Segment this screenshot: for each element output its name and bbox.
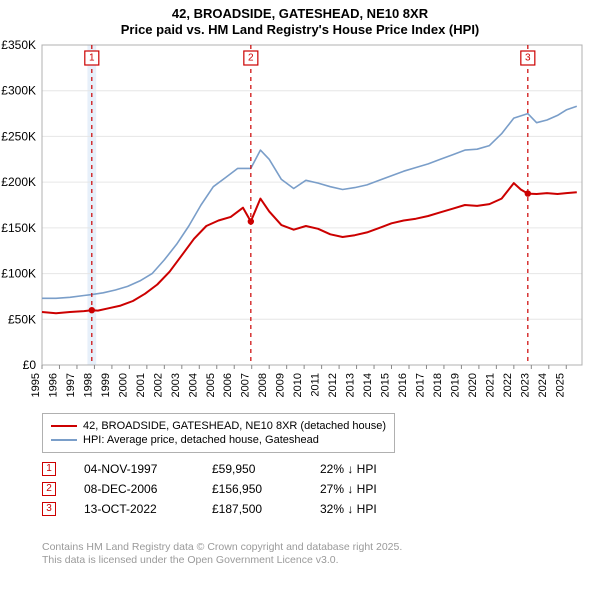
svg-text:£300K: £300K [1,83,36,97]
svg-text:2006: 2006 [222,373,234,397]
attribution-line-2: This data is licensed under the Open Gov… [42,554,402,567]
chart-title: 42, BROADSIDE, GATESHEAD, NE10 8XR Price… [0,0,600,39]
svg-text:2001: 2001 [135,373,147,397]
event-number-box: 2 [42,482,56,496]
svg-text:2008: 2008 [257,373,269,397]
event-delta: 32% ↓ HPI [320,502,377,516]
attribution-line-1: Contains HM Land Registry data © Crown c… [42,541,402,554]
event-row: 2 08-DEC-2006 £156,950 27% ↓ HPI [42,479,377,499]
svg-text:2019: 2019 [449,373,461,397]
svg-text:2024: 2024 [537,373,549,397]
event-table: 1 04-NOV-1997 £59,950 22% ↓ HPI 2 08-DEC-2006… [42,459,377,519]
event-row: 3 13-OCT-2022 £187,500 32% ↓ HPI [42,499,377,519]
legend-swatch [51,425,77,427]
event-price: £59,950 [212,462,292,476]
legend-label: HPI: Average price, detached house, Gate… [83,434,319,446]
svg-text:2025: 2025 [554,373,566,397]
svg-text:£100K: £100K [1,266,36,280]
svg-text:£250K: £250K [1,129,36,143]
svg-text:2021: 2021 [484,373,496,397]
svg-text:2003: 2003 [170,373,182,397]
svg-text:2015: 2015 [380,373,392,397]
svg-text:1996: 1996 [47,373,59,397]
svg-text:£0: £0 [23,358,37,372]
event-row: 1 04-NOV-1997 £59,950 22% ↓ HPI [42,459,377,479]
legend: 42, BROADSIDE, GATESHEAD, NE10 8XR (deta… [42,413,395,453]
legend-swatch [51,439,77,441]
svg-text:2017: 2017 [414,373,426,397]
legend-item: HPI: Average price, detached house, Gate… [51,433,386,447]
svg-text:2022: 2022 [502,373,514,397]
event-date: 04-NOV-1997 [84,462,184,476]
svg-text:£50K: £50K [8,312,36,326]
svg-text:2023: 2023 [519,373,531,397]
svg-text:2005: 2005 [205,373,217,397]
svg-text:2018: 2018 [432,373,444,397]
svg-text:2013: 2013 [345,373,357,397]
svg-text:2: 2 [248,52,254,63]
svg-text:2009: 2009 [275,373,287,397]
svg-text:1: 1 [89,52,95,63]
svg-text:1997: 1997 [65,373,77,397]
svg-text:£350K: £350K [1,38,36,52]
svg-text:2010: 2010 [292,373,304,397]
svg-text:2000: 2000 [117,373,129,397]
svg-text:2011: 2011 [310,373,322,397]
title-line-2: Price paid vs. HM Land Registry's House … [0,22,600,38]
event-delta: 22% ↓ HPI [320,462,377,476]
attribution: Contains HM Land Registry data © Crown c… [42,541,402,567]
legend-item: 42, BROADSIDE, GATESHEAD, NE10 8XR (deta… [51,419,386,433]
event-price: £187,500 [212,502,292,516]
svg-text:2020: 2020 [467,373,479,397]
event-delta: 27% ↓ HPI [320,482,377,496]
event-date: 08-DEC-2006 [84,482,184,496]
svg-text:1999: 1999 [100,373,112,397]
svg-text:1998: 1998 [82,373,94,397]
svg-text:£200K: £200K [1,175,36,189]
legend-label: 42, BROADSIDE, GATESHEAD, NE10 8XR (deta… [83,420,386,432]
svg-text:2012: 2012 [327,373,339,397]
svg-text:2014: 2014 [362,373,374,397]
title-line-1: 42, BROADSIDE, GATESHEAD, NE10 8XR [0,6,600,22]
svg-text:£150K: £150K [1,220,36,234]
event-number-box: 1 [42,462,56,476]
event-date: 13-OCT-2022 [84,502,184,516]
event-number-box: 3 [42,502,56,516]
chart-area: £0£50K£100K£150K£200K£250K£300K£350K1995… [42,45,590,405]
event-price: £156,950 [212,482,292,496]
svg-text:2007: 2007 [240,373,252,397]
svg-text:2004: 2004 [187,373,199,397]
svg-text:2016: 2016 [397,373,409,397]
svg-text:2002: 2002 [152,373,164,397]
svg-text:3: 3 [525,52,531,63]
svg-text:1995: 1995 [30,373,42,397]
chart-svg: £0£50K£100K£150K£200K£250K£300K£350K1995… [42,45,590,405]
